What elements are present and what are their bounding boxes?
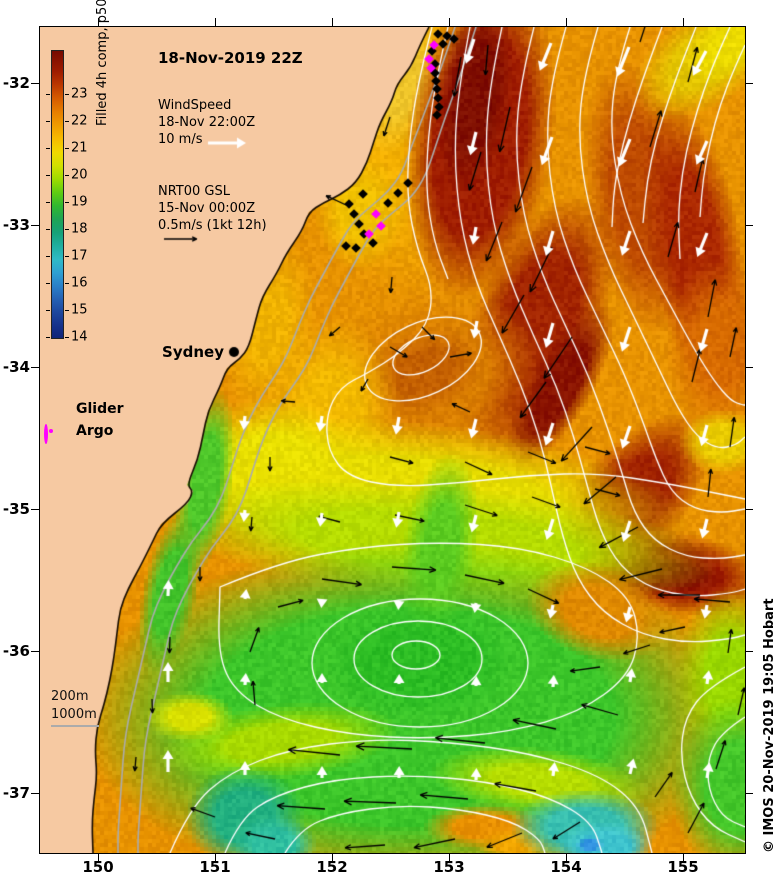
colorbar-tick-label: 22 [71,113,88,129]
x-axis-tick [565,854,567,862]
x-axis-tick-label: 154 [550,858,582,876]
colorbar-tick-label: 19 [71,194,88,210]
sst-map-canvas [40,27,745,853]
x-axis-tick [565,18,567,26]
colorbar-tick [65,93,69,95]
glider-legend-label: Glider [76,401,124,417]
y-axis-tick-label: -35 [2,500,30,518]
map-title: 18-Nov-2019 22Z [158,49,303,67]
colorbar-tick-label: 23 [71,86,88,102]
x-axis-tick [682,18,684,26]
colorbar-tick [65,228,69,230]
y-axis-tick [745,650,753,652]
bathy-1000m-line-sample [51,725,99,727]
wind-legend: WindSpeed 18-Nov 22:00Z 10 m/s [158,97,255,148]
colorbar-tick [65,255,69,257]
y-axis-tick-label: -34 [2,358,30,376]
x-axis-tick [214,854,216,862]
y-axis-tick-label: -37 [2,784,30,802]
y-axis-tick [745,224,753,226]
colorbar-tick [65,174,69,176]
x-axis-tick [97,18,99,26]
colorbar-gradient [51,50,64,339]
colorbar-tick-label: 18 [71,221,88,237]
y-axis-tick [745,508,753,510]
x-axis-tick-label: 151 [199,858,231,876]
x-axis-tick [682,854,684,862]
colorbar-tick-label: 15 [71,302,88,318]
y-axis-tick [745,792,753,794]
colorbar-tick [65,309,69,311]
wind-legend-scale: 10 m/s [158,132,203,147]
current-legend: NRT00 GSL 15-Nov 00:00Z 0.5m/s (1kt 12h) [158,183,267,234]
y-axis-tick [31,82,39,84]
colorbar-tick [65,147,69,149]
colorbar-tick [65,201,69,203]
city-label-sydney: Sydney [162,343,224,361]
x-axis-tick [448,854,450,862]
colorbar-tick [65,336,69,338]
y-axis-tick [31,366,39,368]
x-axis-tick-label: 153 [433,858,465,876]
x-axis-tick [214,18,216,26]
colorbar-tick [46,309,50,311]
x-axis-tick [97,854,99,862]
wind-legend-name: WindSpeed [158,98,232,113]
y-axis-tick-label: -33 [2,216,30,234]
map-plot-area: 18-Nov-2019 22Z WindSpeed 18-Nov 22:00Z … [39,0,746,854]
argo-legend-label: Argo [76,423,114,439]
y-axis-tick [31,508,39,510]
colorbar-tick-label: 14 [71,329,88,345]
current-legend-scale: 0.5m/s (1kt 12h) [158,218,267,233]
colorbar-tick [65,282,69,284]
y-axis-tick-label: -32 [2,74,30,92]
current-legend-name: NRT00 GSL [158,184,230,199]
colorbar-tick [46,120,50,122]
colorbar-tick-label: 16 [71,275,88,291]
colorbar-tick [46,147,50,149]
colorbar-tick-label: 20 [71,167,88,183]
y-axis-tick [745,82,753,84]
glider-diamond-icon [44,404,58,418]
bathy-1000m-label: 1000m [51,707,97,722]
x-axis-tick-label: 152 [316,858,348,876]
x-axis-tick [331,18,333,26]
argo-float-icon [44,424,58,444]
colorbar-tick [46,174,50,176]
colorbar-tick [46,201,50,203]
x-axis-tick [448,18,450,26]
colorbar-tick [65,120,69,122]
colorbar-tick [46,336,50,338]
bathy-200m-label: 200m [51,689,89,704]
y-axis-tick [31,224,39,226]
colorbar-tick [46,228,50,230]
y-axis-tick [745,366,753,368]
wind-legend-time: 18-Nov 22:00Z [158,115,256,130]
current-legend-time: 15-Nov 00:00Z [158,201,256,216]
x-axis-tick-label: 155 [667,858,699,876]
y-axis-tick-label: -36 [2,642,30,660]
colorbar-tick [46,255,50,257]
colorbar-tick-label: 21 [71,140,88,156]
bathymetry-legend: 200m 1000m [51,688,97,724]
y-axis-tick [31,650,39,652]
colorbar-tick-label: 17 [71,248,88,264]
x-axis-tick-label: 150 [82,858,114,876]
copyright-text: © IMOS 20-Nov-2019 19:05 Hobart [762,598,777,853]
y-axis-tick [31,792,39,794]
colorbar-tick [46,282,50,284]
x-axis-tick [331,854,333,862]
colorbar-tick [46,93,50,95]
